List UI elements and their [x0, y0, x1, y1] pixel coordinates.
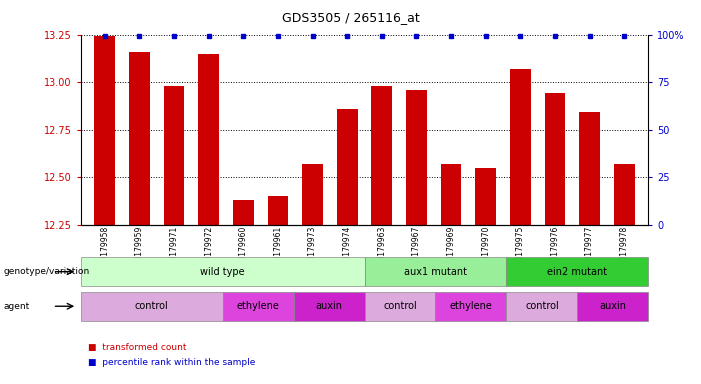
Bar: [406, 90, 427, 225]
Bar: [475, 167, 496, 225]
Text: wild type: wild type: [200, 266, 245, 277]
Bar: [268, 196, 288, 225]
Text: ■  transformed count: ■ transformed count: [88, 343, 186, 352]
Text: control: control: [383, 301, 417, 311]
Bar: [510, 69, 531, 225]
Text: GDS3505 / 265116_at: GDS3505 / 265116_at: [282, 12, 419, 25]
Text: genotype/variation: genotype/variation: [4, 267, 90, 276]
Text: ein2 mutant: ein2 mutant: [547, 266, 608, 277]
Bar: [336, 109, 358, 225]
Bar: [614, 164, 634, 225]
Text: control: control: [525, 301, 559, 311]
Text: aux1 mutant: aux1 mutant: [404, 266, 467, 277]
Text: agent: agent: [4, 302, 29, 311]
Bar: [95, 36, 115, 225]
Bar: [372, 86, 393, 225]
Bar: [579, 113, 600, 225]
Bar: [441, 164, 461, 225]
Bar: [164, 86, 184, 225]
Bar: [129, 52, 150, 225]
Text: ethylene: ethylene: [237, 301, 280, 311]
Bar: [233, 200, 254, 225]
Bar: [198, 53, 219, 225]
Text: ■  percentile rank within the sample: ■ percentile rank within the sample: [88, 358, 255, 367]
Bar: [545, 93, 565, 225]
Text: auxin: auxin: [599, 301, 627, 311]
Text: ethylene: ethylene: [449, 301, 492, 311]
Text: control: control: [135, 301, 168, 311]
Bar: [302, 164, 323, 225]
Text: auxin: auxin: [315, 301, 343, 311]
